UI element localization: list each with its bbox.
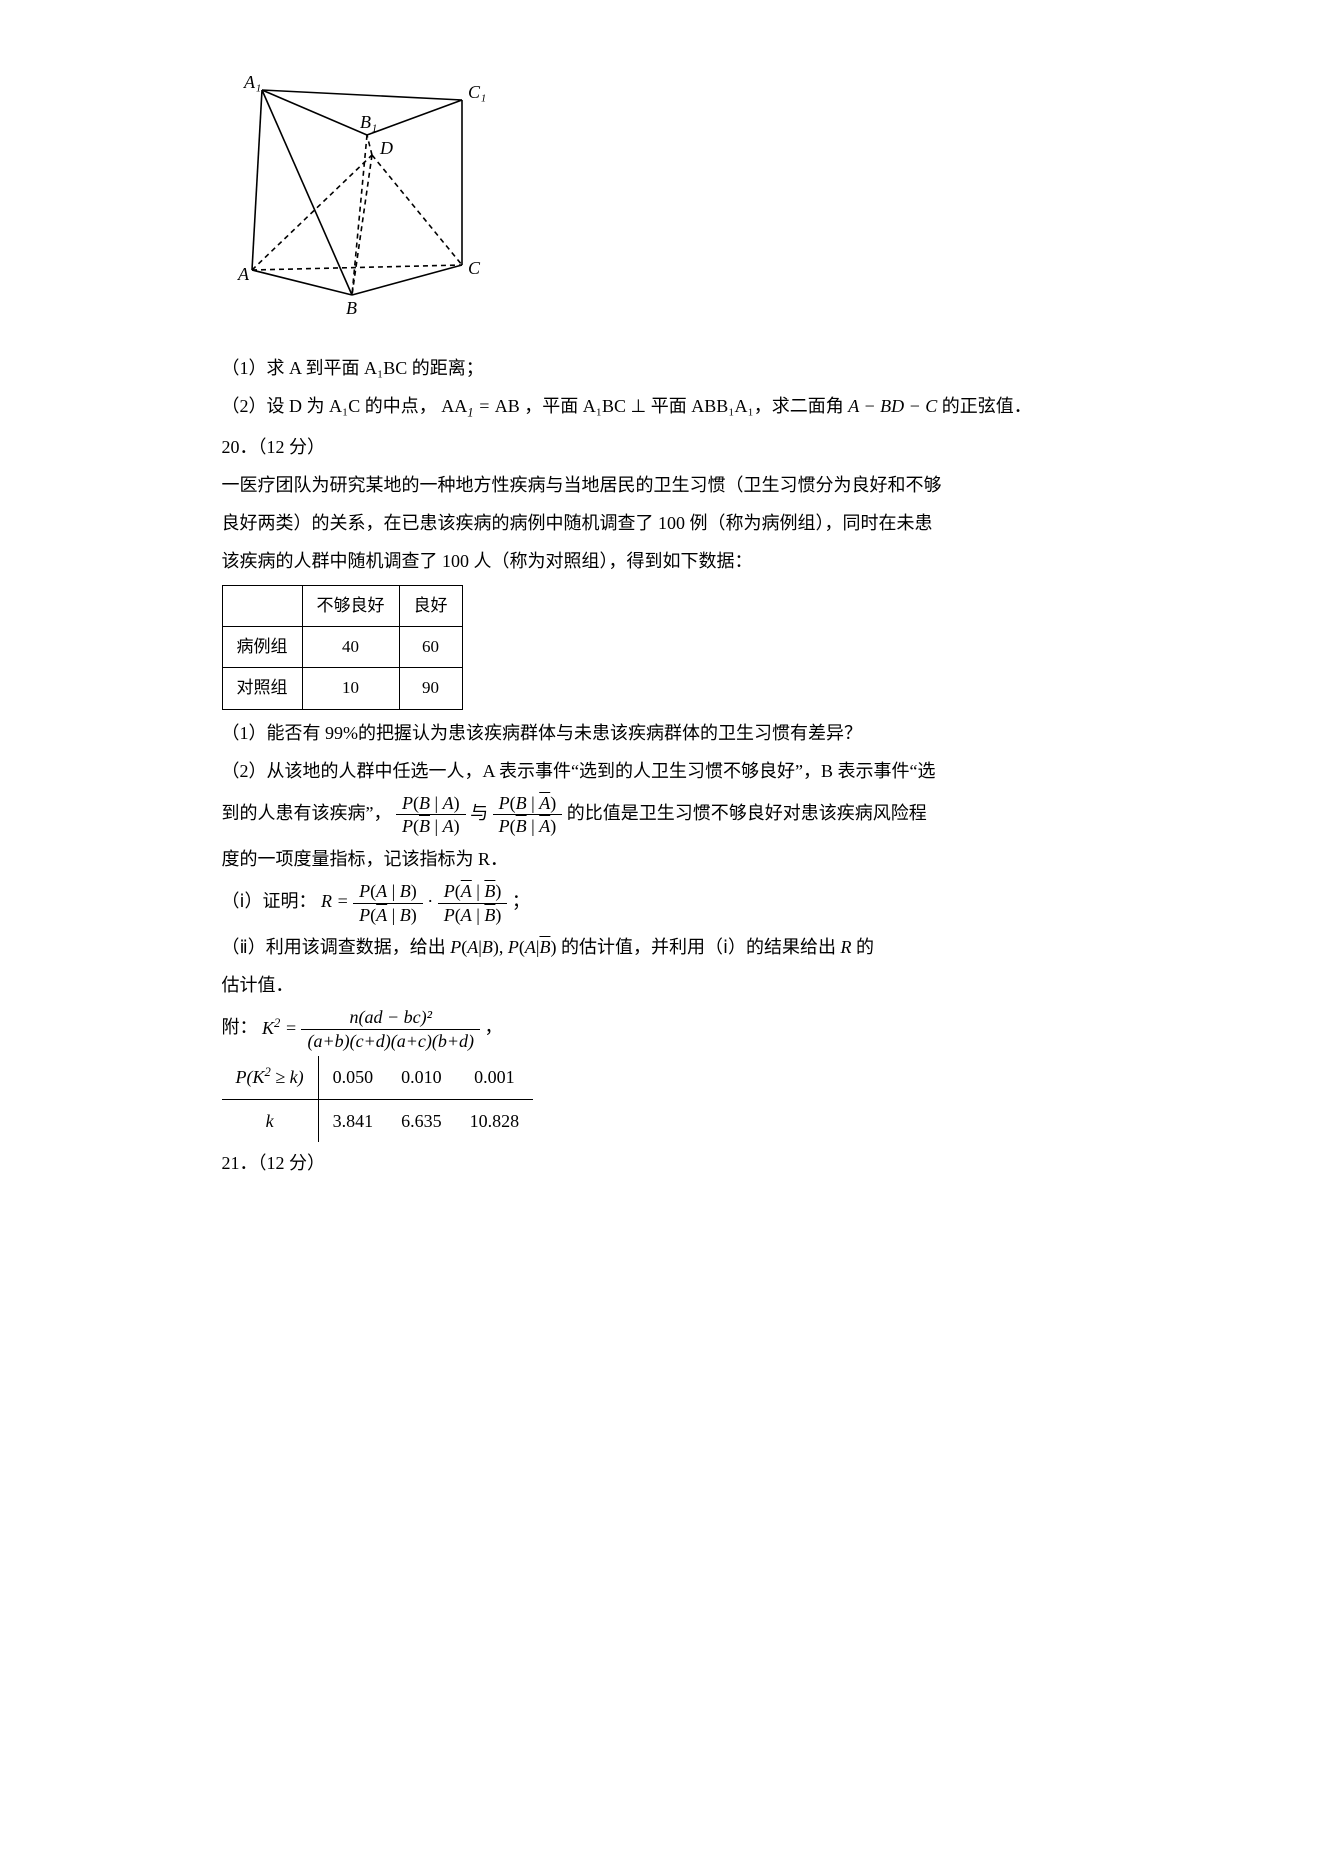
q19-part2-a: （2）设 D 为 A₁C 的中点， [222, 396, 437, 416]
q19-eq1: AA1 = AB [441, 396, 519, 416]
comma: ， [485, 1018, 503, 1038]
kt-k1: 3.841 [318, 1099, 387, 1142]
row-ctrl-good: 90 [399, 668, 462, 709]
pi-label: （ⅰ）证明： [222, 891, 317, 911]
q20-intro1: 一医疗团队为研究某地的一种地方性疾病与当地居民的卫生习惯（卫生习惯分为良好和不够 [222, 468, 1102, 502]
q20-p2c: 度的一项度量指标，记该指标为 R． [222, 842, 1102, 876]
proof-dot: · [427, 891, 438, 911]
th-blank [222, 585, 302, 626]
q20-pii2: 估计值． [222, 968, 1102, 1002]
svg-text:A₁: A₁ [243, 72, 261, 92]
q19-angle: A − BD − C [848, 396, 937, 416]
row-ctrl-bad: 10 [302, 668, 399, 709]
k2-num: n(ad − bc)² [301, 1006, 480, 1030]
th-bad: 不够良好 [302, 585, 399, 626]
q20-proof-i: （ⅰ）证明： R = P(A | B) P(A | B) · P(A | B) … [222, 880, 1102, 926]
q20-p1: （1）能否有 99%的把握认为患该疾病群体与未患该疾病群体的卫生习惯有差异？ [222, 716, 1102, 750]
row-case-good: 60 [399, 626, 462, 667]
q20-header: 20．（12 分） [222, 430, 1102, 464]
q20-p2b-post: 的比值是卫生习惯不够良好对患该疾病风险程 [567, 803, 927, 823]
contingency-table: 不够良好 良好 病例组 40 60 对照组 10 90 [222, 585, 463, 710]
q19-part2: （2）设 D 为 A₁C 的中点， AA1 = AB ，平面 A₁BC ⊥ 平面… [222, 389, 1102, 426]
row-case-bad: 40 [302, 626, 399, 667]
k2-den: (a+b)(c+d)(a+c)(b+d) [301, 1030, 480, 1053]
kt-p3: 0.001 [456, 1056, 534, 1099]
proof-end: ； [512, 891, 530, 911]
svg-text:A: A [237, 264, 250, 284]
q20-fu: 附： K2 = n(ad − bc)² (a+b)(c+d)(a+c)(b+d)… [222, 1006, 1102, 1052]
svg-text:C: C [468, 258, 481, 278]
svg-text:C₁: C₁ [468, 82, 486, 102]
geometry-figure: A₁ B₁ C₁ D A B C [232, 70, 1102, 341]
ratio1: P(B | A) P(B | A) [396, 792, 466, 838]
row-ctrl-label: 对照组 [222, 668, 302, 709]
q19-part1: （1）求 A 到平面 A₁BC 的距离； [222, 351, 1102, 385]
kt-k2: 6.635 [387, 1099, 456, 1142]
svg-text:B: B [346, 298, 357, 318]
th-good: 良好 [399, 585, 462, 626]
q20-p2b-mid: 与 [470, 803, 493, 823]
kt-p1: 0.050 [318, 1056, 387, 1099]
kt-k3: 10.828 [456, 1099, 534, 1142]
k-table: P(K2 ≥ k) 0.050 0.010 0.001 k 3.841 6.63… [222, 1056, 534, 1141]
svg-text:B₁: B₁ [360, 112, 377, 132]
q20-p2b-pre: 到的人患有该疾病”， [222, 803, 392, 823]
q20-p2b: 到的人患有该疾病”， P(B | A) P(B | A) 与 P(B | A) … [222, 792, 1102, 838]
kt-p2: 0.010 [387, 1056, 456, 1099]
fu-label: 附： [222, 1018, 258, 1038]
kt-k-label: k [222, 1099, 319, 1142]
q20-pii: （ⅱ）利用该调查数据，给出 P(A|B), P(A|B) 的估计值，并利用（ⅰ）… [222, 930, 1102, 964]
q20-intro3: 该疾病的人群中随机调查了 100 人（称为对照组），得到如下数据： [222, 544, 1102, 578]
q20-p2a: （2）从该地的人群中任选一人，A 表示事件“选到的人卫生习惯不够良好”，B 表示… [222, 754, 1102, 788]
q19-part2-e: 的正弦值． [942, 396, 1032, 416]
q20-intro2: 良好两类）的关系，在已患该疾病的病例中随机调查了 100 例（称为病例组），同时… [222, 506, 1102, 540]
k2-lhs: K2 = [262, 1018, 297, 1038]
svg-text:D: D [379, 138, 393, 158]
R-lhs: R = [321, 891, 349, 911]
k2-frac: n(ad − bc)² (a+b)(c+d)(a+c)(b+d) [301, 1006, 480, 1052]
row-case-label: 病例组 [222, 626, 302, 667]
proof-frac2: P(A | B) P(A | B) [438, 880, 508, 926]
kt-h1: P(K2 ≥ k) [222, 1056, 319, 1099]
q21-header: 21．（12 分） [222, 1146, 1102, 1180]
q19-part2-c: ，平面 A₁BC ⊥ 平面 ABB₁A₁，求二面角 [524, 396, 848, 416]
ratio2: P(B | A) P(B | A) [493, 792, 563, 838]
proof-frac1: P(A | B) P(A | B) [353, 880, 423, 926]
